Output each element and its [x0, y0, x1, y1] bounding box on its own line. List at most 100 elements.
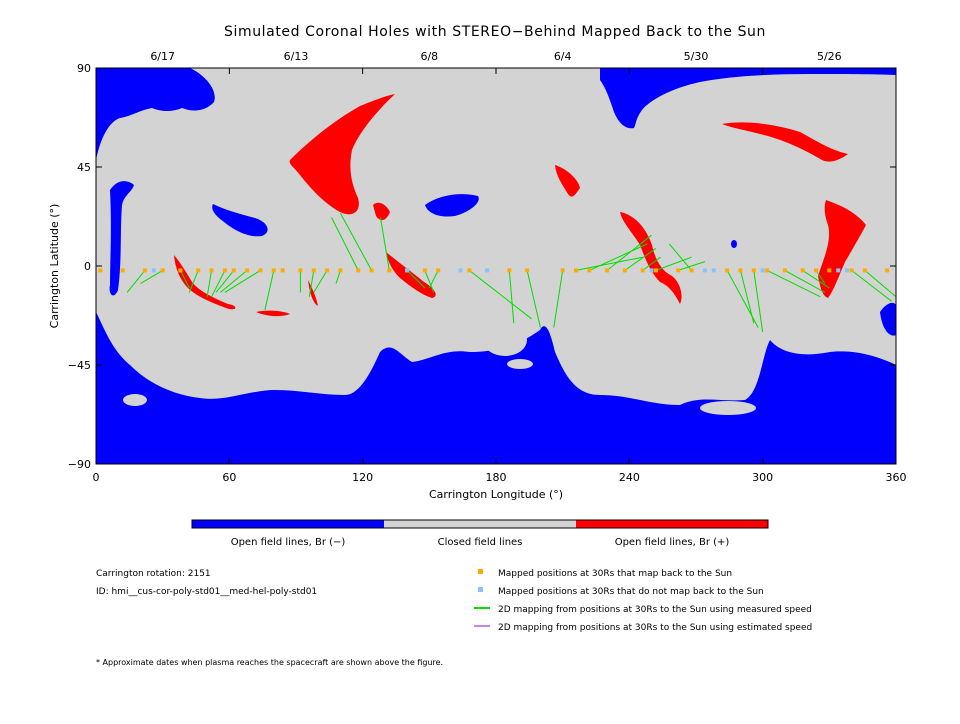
date-tick-label: 5/30	[684, 50, 709, 63]
mapping-line	[406, 270, 426, 289]
mapping-line	[428, 270, 439, 289]
positive-region	[555, 165, 580, 197]
mapping-line	[668, 243, 692, 271]
date-tick-label: 6/17	[150, 50, 175, 63]
mapped-point	[605, 268, 610, 273]
colorbar-frame	[191, 519, 769, 529]
unmapped-point	[760, 268, 765, 273]
mapping-line	[424, 270, 435, 293]
colorbar-label: Open field lines, Br (−)	[231, 537, 346, 548]
mapped-point	[885, 268, 890, 273]
positive-region	[620, 212, 682, 304]
closed-bubble	[123, 394, 147, 406]
x-tick-label: 180	[486, 471, 507, 484]
unmapped-point	[151, 268, 156, 273]
x-tick-label: 240	[619, 471, 640, 484]
mapping-line	[126, 270, 146, 293]
mapping-line	[206, 270, 213, 297]
x-tick-label: 60	[222, 471, 236, 484]
mapped-point	[338, 268, 343, 273]
mapped-point	[258, 268, 263, 273]
mapped-point	[640, 268, 645, 273]
date-tick-label: 6/4	[554, 50, 572, 63]
colorbar-open-positive	[576, 520, 768, 528]
mapped-point	[814, 268, 818, 273]
colorbar-label: Open field lines, Br (+)	[615, 537, 730, 548]
positive-region	[308, 280, 318, 306]
date-tick-label: 6/8	[420, 50, 438, 63]
colorbar-open-negative	[192, 520, 384, 528]
x-axis-label: Carrington Longitude (°)	[429, 488, 563, 501]
mapping-line	[784, 269, 826, 293]
model-id: ID: hmi__cus-cor-poly-std01__med-hel-pol…	[96, 587, 317, 597]
mapped-point	[298, 268, 303, 273]
mapped-point	[369, 268, 374, 273]
mapping-line	[739, 270, 755, 324]
positive-region	[818, 200, 866, 298]
mapped-point	[654, 268, 658, 273]
positive-region	[722, 122, 848, 162]
colorbar: Open field lines, Br (−) Closed field li…	[191, 519, 769, 548]
south-open-region	[96, 312, 896, 464]
mapping-line	[851, 270, 892, 302]
mapped-point	[782, 268, 787, 273]
y-tick-label: 90	[77, 62, 91, 75]
mapped-point	[751, 268, 756, 273]
mapping-line	[224, 269, 261, 293]
x-tick-label: 0	[93, 471, 100, 484]
mapping-line	[508, 270, 515, 324]
mapping-line	[606, 234, 652, 271]
mapping-line	[766, 269, 821, 298]
mapping-line	[726, 270, 759, 328]
mapped-point	[178, 268, 183, 273]
north-open-region-left	[96, 68, 215, 160]
mapped-point	[525, 268, 530, 273]
mapped-point	[467, 268, 472, 273]
legend-label: Mapped positions at 30Rs that map back t…	[498, 569, 732, 579]
mapping-line	[553, 270, 564, 328]
date-tick-label: 5/26	[817, 50, 842, 63]
mapped-point	[507, 268, 512, 273]
date-tick-label: 6/13	[284, 50, 309, 63]
mapping-line	[575, 256, 643, 271]
legend-label: Mapped positions at 30Rs that do not map…	[498, 587, 764, 597]
unmapped-point	[458, 268, 463, 273]
y-tick-label: 45	[77, 161, 91, 174]
mapped-point	[738, 268, 743, 273]
unmapped-point	[836, 268, 841, 273]
mapped-point	[849, 268, 854, 273]
open-patch	[880, 302, 896, 336]
x-tick-label: 300	[752, 471, 773, 484]
mapped-point	[765, 268, 770, 273]
mapping-line	[589, 243, 648, 271]
mapping-line	[379, 217, 390, 271]
mapped-point	[271, 268, 276, 273]
legend: Mapped positions at 30Rs that map back t…	[474, 569, 812, 633]
legend-marker-mapped	[478, 569, 483, 574]
unmapped-point	[702, 268, 707, 273]
mapping-line	[179, 270, 190, 289]
mapped-point	[222, 268, 227, 273]
chart-title: Simulated Coronal Holes with STEREO−Behi…	[224, 24, 766, 40]
mapping-line	[308, 270, 315, 297]
unmapped-point	[649, 268, 654, 273]
mapped-point	[725, 268, 730, 273]
y-axis-label: Carrington Latitude (°)	[48, 204, 61, 329]
closed-bubble	[700, 401, 756, 415]
mapped-point	[587, 268, 592, 273]
positive-region	[256, 310, 290, 317]
mapping-line	[469, 270, 532, 320]
mapped-point	[245, 268, 250, 273]
mapping-line	[264, 270, 275, 311]
mapped-point	[387, 268, 392, 273]
open-patch	[109, 181, 134, 296]
open-patch	[731, 240, 737, 248]
closed-bubble	[507, 359, 533, 369]
mapped-point	[311, 268, 316, 273]
mapped-point	[231, 268, 236, 273]
legend-label: 2D mapping from positions at 30Rs to the…	[498, 605, 812, 615]
mapped-point	[160, 268, 165, 273]
mapped-point	[209, 268, 214, 273]
mapping-line	[864, 270, 896, 298]
